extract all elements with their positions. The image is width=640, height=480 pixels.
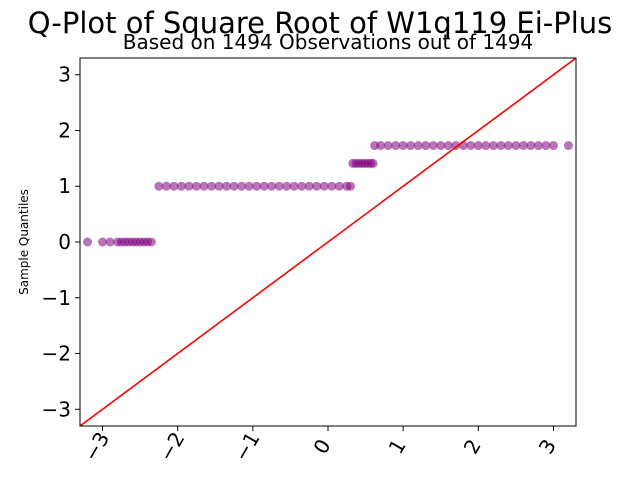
data-point <box>496 141 506 151</box>
x-tick-label: 3 <box>534 435 561 458</box>
data-point <box>237 181 247 191</box>
data-point <box>436 141 446 151</box>
data-point <box>252 181 262 191</box>
data-point <box>511 141 521 151</box>
data-point <box>146 237 156 247</box>
data-point <box>368 158 378 168</box>
y-axis: −3 −2 −1 0 1 2 3 <box>42 63 80 421</box>
data-point <box>169 181 179 191</box>
data-point <box>267 181 277 191</box>
x-tick-label: 2 <box>459 435 486 458</box>
data-point <box>207 181 217 191</box>
data-point <box>481 141 491 151</box>
data-point <box>526 141 536 151</box>
data-point <box>406 141 416 151</box>
data-point <box>304 181 314 191</box>
data-point <box>334 181 344 191</box>
data-point <box>289 181 299 191</box>
y-tick-label: 3 <box>58 63 71 87</box>
data-point <box>229 181 239 191</box>
data-point <box>98 237 108 247</box>
y-tick-label: 0 <box>58 230 71 254</box>
data-point <box>518 141 528 151</box>
data-point <box>244 181 254 191</box>
data-point <box>541 141 551 151</box>
x-tick-label: −2 <box>154 428 190 466</box>
data-point <box>259 181 269 191</box>
data-point <box>428 141 438 151</box>
data-point <box>376 141 386 151</box>
chart-title: Q-Plot of Square Root of W1q119 Ei-Plus <box>28 6 613 40</box>
data-point <box>346 181 356 191</box>
data-point <box>533 141 543 151</box>
x-tick-label: 0 <box>308 435 335 458</box>
data-point <box>184 181 194 191</box>
y-tick-label: −3 <box>42 397 71 421</box>
data-point <box>312 181 322 191</box>
data-point <box>105 237 115 247</box>
data-point <box>83 237 93 247</box>
data-point <box>282 181 292 191</box>
x-tick-label: −1 <box>229 428 265 466</box>
data-points <box>83 141 573 247</box>
data-point <box>421 141 431 151</box>
data-point <box>503 141 513 151</box>
y-tick-label: 1 <box>58 174 71 198</box>
data-point <box>222 181 232 191</box>
data-point <box>466 141 476 151</box>
data-point <box>443 141 453 151</box>
y-tick-label: −2 <box>42 342 71 366</box>
data-point <box>563 141 573 151</box>
x-tick-label: 1 <box>384 435 411 458</box>
data-point <box>297 181 307 191</box>
data-point <box>161 181 171 191</box>
data-point <box>327 181 337 191</box>
data-point <box>199 181 209 191</box>
x-tick-label: −3 <box>79 428 115 466</box>
data-point <box>214 181 224 191</box>
data-point <box>319 181 329 191</box>
data-point <box>383 141 393 151</box>
data-point <box>274 181 284 191</box>
data-point <box>413 141 423 151</box>
data-point <box>398 141 408 151</box>
data-point <box>191 181 201 191</box>
y-tick-label: −1 <box>42 286 71 310</box>
data-point <box>391 141 401 151</box>
y-tick-label: 2 <box>58 118 71 142</box>
x-axis: −3 −2 −1 0 1 2 3 <box>79 426 561 465</box>
data-point <box>488 141 498 151</box>
chart-subtitle: Based on 1494 Observations out of 1494 <box>123 30 534 54</box>
data-point <box>473 141 483 151</box>
data-point <box>548 141 558 151</box>
data-point <box>451 141 461 151</box>
y-axis-label: Sample Quantiles <box>17 189 31 295</box>
plot-area <box>79 57 577 427</box>
data-point <box>176 181 186 191</box>
reference-line <box>80 58 576 426</box>
data-point <box>154 181 164 191</box>
